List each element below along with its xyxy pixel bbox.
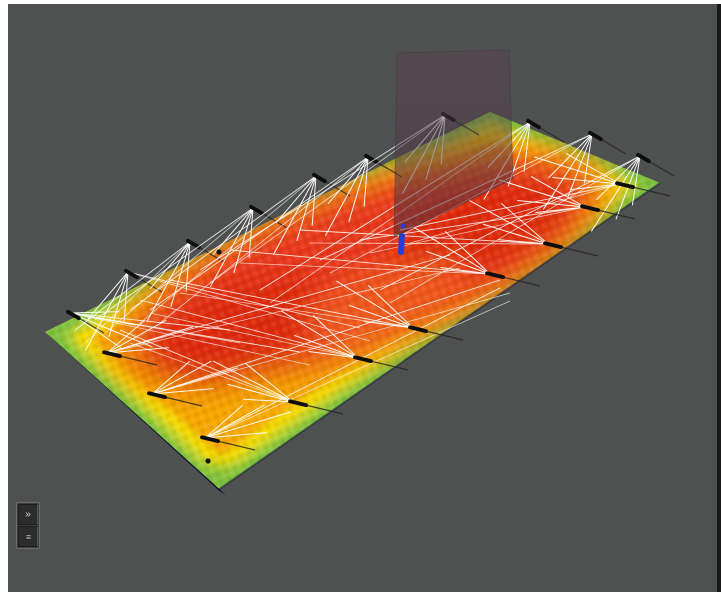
calculation-plane[interactable]: [393, 49, 514, 238]
luminaire[interactable]: [169, 279, 464, 341]
floor-marker-dot[interactable]: [216, 249, 222, 255]
floor-edge-strip: [45, 332, 226, 495]
luminaire-head: [580, 204, 600, 213]
luminaire-head: [588, 130, 603, 142]
luminaire-head: [364, 153, 379, 165]
luminaire[interactable]: [299, 199, 599, 257]
luminaire-head: [288, 399, 308, 408]
luminaire-head: [636, 152, 651, 164]
luminaire[interactable]: [200, 287, 511, 451]
luminaire[interactable]: [147, 279, 511, 407]
observer-marker[interactable]: [398, 223, 406, 255]
luminaire-head: [408, 325, 428, 334]
luminaire-head: [66, 309, 81, 321]
luminaire[interactable]: [399, 152, 671, 244]
luminaire-head: [200, 435, 220, 444]
luminaire-head: [102, 350, 122, 359]
luminaire-head: [485, 271, 505, 280]
view-options-button[interactable]: ≡: [18, 526, 38, 547]
viewport-right-edge: [717, 4, 721, 592]
luminaire[interactable]: [229, 226, 541, 287]
list-icon: ≡: [25, 531, 31, 542]
luminaire-head: [526, 118, 541, 130]
luminaire[interactable]: [119, 329, 344, 415]
luminaire[interactable]: [102, 254, 461, 366]
luminaire-head: [543, 241, 563, 250]
chevrons-right-icon: »: [25, 508, 31, 520]
floor-marker-dot[interactable]: [205, 458, 211, 464]
luminaire[interactable]: [74, 238, 225, 344]
luminaire[interactable]: [149, 153, 403, 324]
luminaire-head: [312, 172, 327, 184]
luminaires-layer: [66, 111, 675, 451]
luminaire-head: [124, 268, 139, 280]
luminaire-head: [353, 355, 373, 364]
luminaire[interactable]: [94, 204, 288, 334]
luminaire[interactable]: [139, 299, 409, 371]
luminaire-head: [147, 391, 167, 400]
viewport-side-toolbar: » ≡: [16, 502, 40, 549]
expand-panel-button[interactable]: »: [18, 504, 38, 525]
luminaire-head: [249, 204, 264, 216]
luminaire-head: [615, 181, 635, 190]
luminaire-head: [186, 238, 201, 250]
